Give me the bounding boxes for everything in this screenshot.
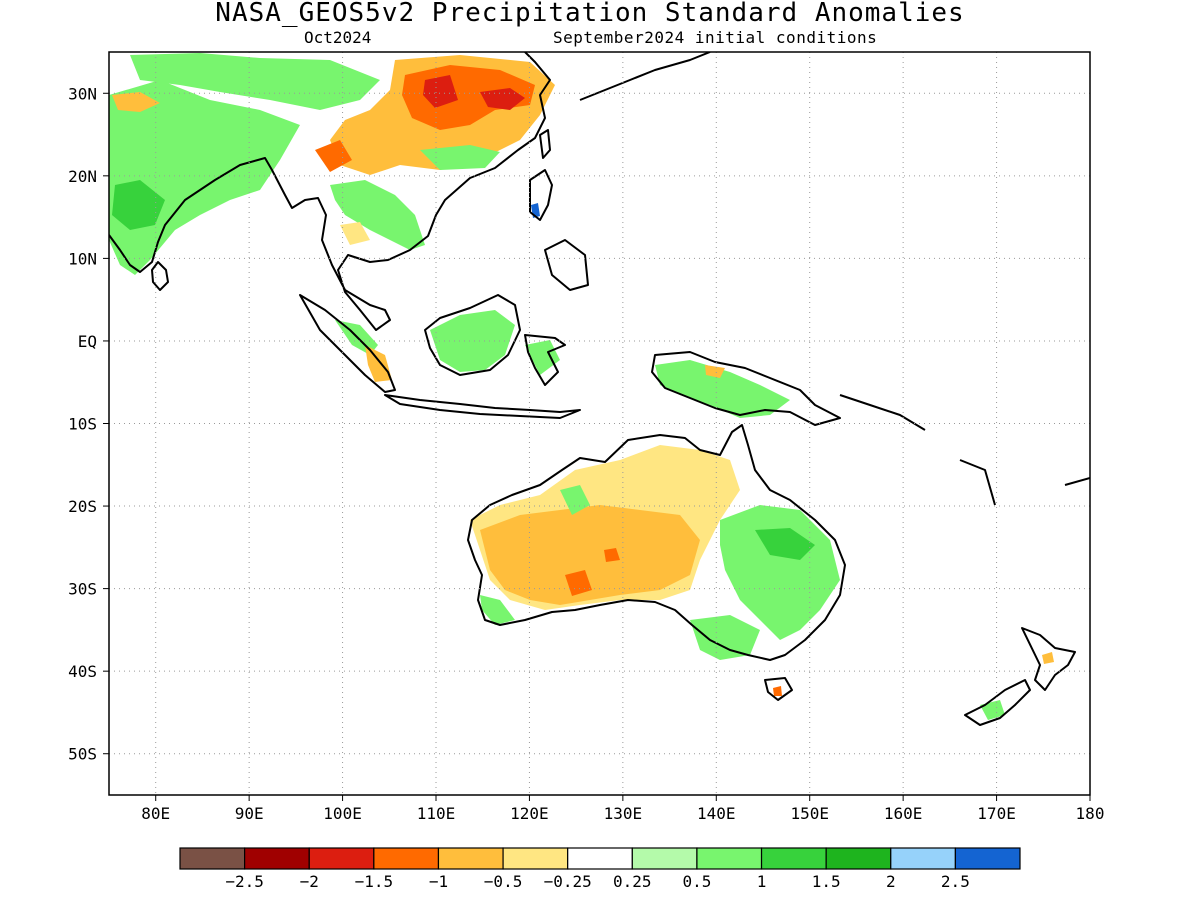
coastline-luzon [529,169,553,221]
lon-tick-label: 160E [884,804,923,823]
colorbar-label: 0.5 [682,872,711,891]
coastline-sri-lanka [151,261,169,291]
coastline-new-zealand-north [1021,627,1076,691]
anomaly-region-indochina-dry [340,222,370,245]
colorbar-swatch [308,847,375,870]
coastline-japan [579,52,711,101]
anomaly-region-australia-east-wet [720,505,840,640]
anomaly-region-india-wet-core [112,180,165,230]
colorbar-label: −2.5 [225,872,264,891]
colorbar-label: −1.5 [355,872,394,891]
colorbar-swatch [760,847,827,870]
anomaly-region-new-zealand-dry [1042,652,1054,664]
anomaly-region-australia-southeast-wet [690,615,760,660]
coastline-new-zealand-south [964,679,1031,726]
lon-tick-label: 180 [1076,804,1105,823]
colorbar-swatch [696,847,763,870]
coastline-new-guinea [651,351,841,426]
lon-tick-label: 140E [697,804,736,823]
anomaly-region-india-wet [109,80,300,275]
anomaly-region-sumatra-dry [365,345,392,382]
colorbar-swatch [631,847,698,870]
anomaly-region-new-guinea-wet [655,360,790,418]
lon-tick-label: 150E [790,804,829,823]
anomaly-region-australia-extreme-dry-2 [604,548,620,562]
coastlines [109,52,1090,726]
coastline-sumatra [299,294,396,393]
colorbar-swatch [890,847,956,870]
lon-tick-label: 110E [417,804,456,823]
colorbar-label: 1.5 [812,872,841,891]
coastline-sulawesi [524,334,566,386]
lat-tick-label: 10S [68,415,97,434]
anomaly-region-china-extreme-dry-1 [423,75,458,108]
lat-tick-label: 20N [68,167,97,186]
longitude-axis: 80E 90E 100E 110E 120E 130E 140E 150E 160E 170E 18… [141,795,1104,823]
anomaly-region-australia-very-dry [480,505,700,605]
coastline-tasmania [764,677,793,701]
anomaly-region-borneo-wet [430,310,515,372]
colorbar-label: −2 [300,872,319,891]
anomaly-region-himalaya-dry [112,92,160,112]
coastline-vanuatu-fiji [959,459,1090,506]
anomaly-region-indochina-wet [330,180,425,250]
lon-tick-label: 170E [977,804,1016,823]
coastline-mindanao [544,239,589,291]
lon-tick-label: 100E [323,804,362,823]
colorbar-swatch [244,847,310,870]
colorbar-swatch [179,847,246,870]
colorbar-label: −0.5 [484,872,523,891]
lat-tick-label: 40S [68,662,97,681]
anomaly-region-china-south-coast-wet [420,145,500,170]
anomaly-region-australia-extreme-dry [565,570,592,596]
lon-tick-label: 90E [235,804,264,823]
lat-tick-label: 30N [68,84,97,103]
lon-tick-label: 120E [510,804,549,823]
coastline-java [384,394,581,419]
grid-lines [109,52,1090,795]
colorbar-label: 0.25 [613,872,652,891]
coastline-borneo [424,294,521,376]
lat-tick-label: 10N [68,249,97,268]
colorbar-swatch [954,847,1021,870]
forecast-month-label: Oct2024 [304,28,372,47]
lon-tick-label: 80E [141,804,170,823]
anomaly-region-tibet-wet [130,53,380,110]
colorbar-swatch [437,847,504,870]
colorbar-label: 2.5 [941,872,970,891]
anomaly-region-new-guinea-dry [705,365,725,378]
lat-tick-label: EQ [78,332,97,351]
anomaly-region-australia-southwest-wet [480,595,515,625]
coastline-asia [109,52,551,331]
lat-tick-label: 30S [68,580,97,599]
colorbar-label: 2 [886,872,896,891]
colorbar-swatch [373,847,440,870]
colorbar-label: 1 [757,872,767,891]
colorbar-swatch [567,847,633,870]
latitude-axis: 30N 20N 10N EQ 10S 20S 30S 40S 50S [68,84,109,764]
anomaly-region-china-extreme-dry-2 [480,88,525,110]
anomaly-region-australia-north-wet [560,485,590,515]
anomaly-fields [109,53,1054,720]
initial-conditions-label: September2024 initial conditions [553,28,878,47]
colorbar: −2.5 −2 −1.5 −1 −0.5 −0.25 0.25 0.5 1 1.5 2 2.5 [179,847,1021,891]
coastline-australia [467,424,846,661]
colorbar-label: −0.25 [544,872,592,891]
coastline-solomon-islands [839,394,926,431]
colorbar-label: −1 [429,872,448,891]
lon-tick-label: 130E [604,804,643,823]
anomaly-region-tasmania-dry [773,686,782,696]
anomaly-region-australia-east-wet-core [755,528,815,560]
lat-tick-label: 50S [68,745,97,764]
map-title: NASA_GEOS5v2 Precipitation Standard Anom… [215,0,965,28]
lat-tick-label: 20S [68,497,97,516]
colorbar-swatch [502,847,569,870]
colorbar-swatch [825,847,892,870]
anomaly-region-sulawesi-wet [525,340,560,375]
coastline-taiwan [539,129,551,159]
